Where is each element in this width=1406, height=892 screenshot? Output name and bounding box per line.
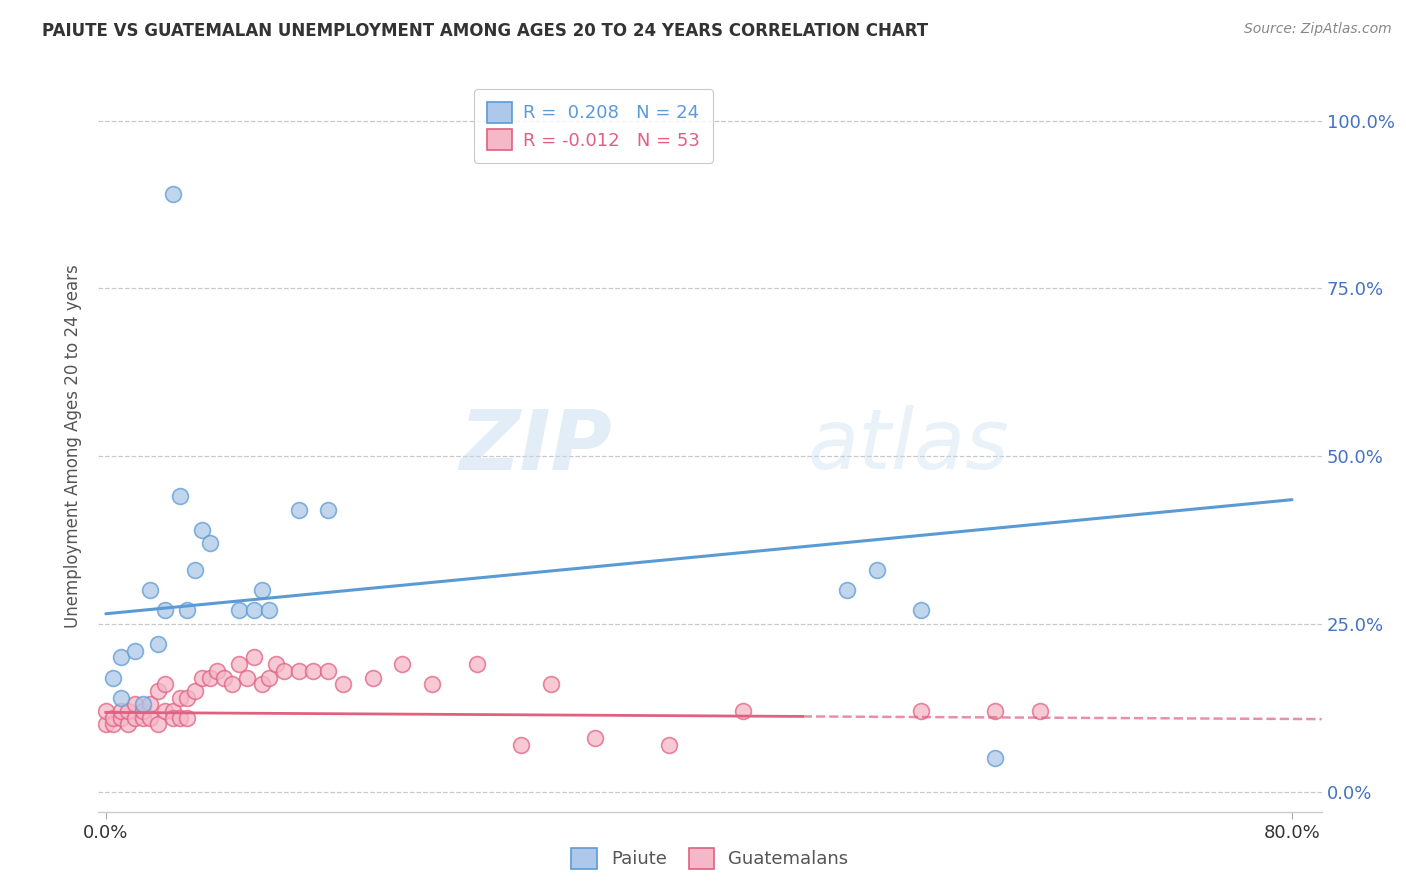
Point [110, 711, 132, 725]
Point [243, 650, 266, 665]
Point [94, 717, 117, 731]
Point [103, 717, 125, 731]
Point [257, 603, 280, 617]
Point [110, 650, 132, 665]
Point [316, 664, 339, 678]
Point [287, 502, 309, 516]
Point [132, 698, 155, 712]
Point [332, 677, 354, 691]
Point [176, 711, 198, 725]
Y-axis label: Unemployment Among Ages 20 to 24 years: Unemployment Among Ages 20 to 24 years [65, 264, 83, 628]
Point [287, 664, 309, 678]
Point [176, 690, 198, 705]
Point [465, 657, 488, 671]
Point [837, 583, 859, 598]
Point [250, 677, 273, 691]
Point [243, 603, 266, 617]
Point [169, 711, 191, 725]
Point [420, 677, 443, 691]
Point [103, 711, 125, 725]
Point [235, 671, 257, 685]
Point [110, 704, 132, 718]
Point [214, 671, 236, 685]
Point [162, 187, 184, 202]
Point [984, 704, 1007, 718]
Point [228, 657, 250, 671]
Point [184, 684, 207, 698]
Point [146, 684, 169, 698]
Text: PAIUTE VS GUATEMALAN UNEMPLOYMENT AMONG AGES 20 TO 24 YEARS CORRELATION CHART: PAIUTE VS GUATEMALAN UNEMPLOYMENT AMONG … [42, 22, 928, 40]
Point [117, 717, 139, 731]
Point [162, 704, 184, 718]
Point [910, 704, 932, 718]
Point [250, 583, 273, 598]
Point [733, 704, 755, 718]
Point [162, 711, 184, 725]
Point [658, 738, 681, 752]
Point [139, 711, 162, 725]
Point [124, 643, 146, 657]
Point [583, 731, 606, 745]
Point [910, 603, 932, 617]
Point [110, 690, 132, 705]
Point [540, 677, 562, 691]
Point [117, 704, 139, 718]
Point [257, 671, 280, 685]
Point [198, 536, 221, 550]
Point [146, 637, 169, 651]
Point [132, 704, 155, 718]
Point [139, 698, 162, 712]
Point [510, 738, 533, 752]
Point [191, 523, 214, 537]
Text: Source: ZipAtlas.com: Source: ZipAtlas.com [1244, 22, 1392, 37]
Point [139, 583, 162, 598]
Point [153, 603, 176, 617]
Point [124, 698, 146, 712]
Point [153, 704, 176, 718]
Text: ZIP: ZIP [460, 406, 612, 486]
Point [176, 603, 198, 617]
Point [316, 502, 339, 516]
Point [94, 704, 117, 718]
Point [302, 664, 325, 678]
Point [146, 717, 169, 731]
Point [361, 671, 384, 685]
Point [228, 603, 250, 617]
Point [184, 563, 207, 577]
Point [391, 657, 413, 671]
Text: atlas: atlas [808, 406, 1010, 486]
Point [103, 671, 125, 685]
Point [132, 711, 155, 725]
Point [205, 664, 228, 678]
Point [1029, 704, 1052, 718]
Point [984, 751, 1007, 765]
Point [273, 664, 295, 678]
Point [221, 677, 243, 691]
Point [198, 671, 221, 685]
Point [124, 711, 146, 725]
Legend: Paiute, Guatemalans: Paiute, Guatemalans [564, 840, 856, 876]
Point [266, 657, 288, 671]
Point [169, 489, 191, 503]
Point [191, 671, 214, 685]
Point [169, 690, 191, 705]
Point [866, 563, 889, 577]
Point [153, 677, 176, 691]
